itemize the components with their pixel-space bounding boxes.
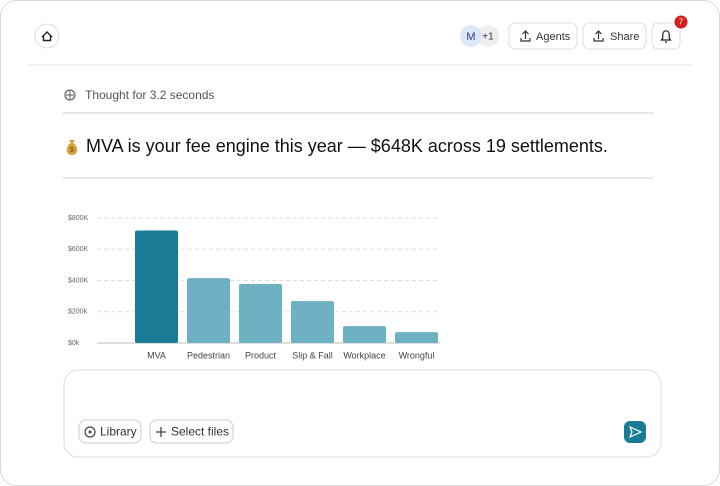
y-tick-label: $0k (68, 340, 80, 347)
x-tick-label: Slip & Fall (292, 350, 333, 360)
notification-count: 7 (679, 18, 684, 27)
x-tick-label: Product (245, 350, 277, 360)
bar (239, 283, 282, 343)
composer[interactable] (63, 369, 662, 458)
avatar: M (466, 31, 475, 43)
x-tick-label: MVA (147, 350, 166, 360)
x-tick-label: Pedestrian (187, 350, 230, 360)
button-label: Library (100, 425, 137, 439)
avatar-extra-bg (477, 25, 499, 47)
svg-text:$: $ (70, 147, 74, 154)
button-label: Share (610, 31, 639, 43)
button-label: Agents (536, 31, 571, 43)
y-tick-label: $600K (68, 246, 89, 253)
notifications-button[interactable]: 7 (651, 15, 688, 50)
home-button[interactable] (34, 23, 60, 49)
share-button[interactable]: Share (582, 22, 647, 50)
bar (343, 326, 386, 343)
y-tick-label: $800K (68, 215, 89, 222)
button-label: Select files (171, 425, 229, 439)
thought-text: Thought for 3.2 seconds (85, 88, 214, 102)
x-tick-label: Wrongful (399, 350, 435, 360)
bar (135, 230, 178, 343)
agents-button[interactable]: Agents (508, 22, 578, 50)
y-tick-label: $200k (68, 309, 88, 316)
bar (291, 301, 334, 343)
thought-icon (64, 89, 76, 101)
y-tick-label: $400K (68, 277, 89, 284)
library-button[interactable]: Library (78, 419, 142, 444)
avatar-extra: +1 (482, 32, 494, 43)
chart: $0k $200k $400K $600K $800K MVA Pedestrian Prod… (68, 215, 440, 360)
send-button[interactable] (624, 421, 646, 443)
money-bag-icon: $ (66, 140, 78, 155)
bar (187, 278, 230, 343)
avatar-bg (460, 25, 482, 47)
bar (395, 332, 438, 343)
x-tick-label: Workplace (343, 350, 385, 360)
headline: MVA is your fee engine this year — $648K… (86, 136, 608, 156)
select-files-button[interactable]: Select files (149, 419, 234, 444)
